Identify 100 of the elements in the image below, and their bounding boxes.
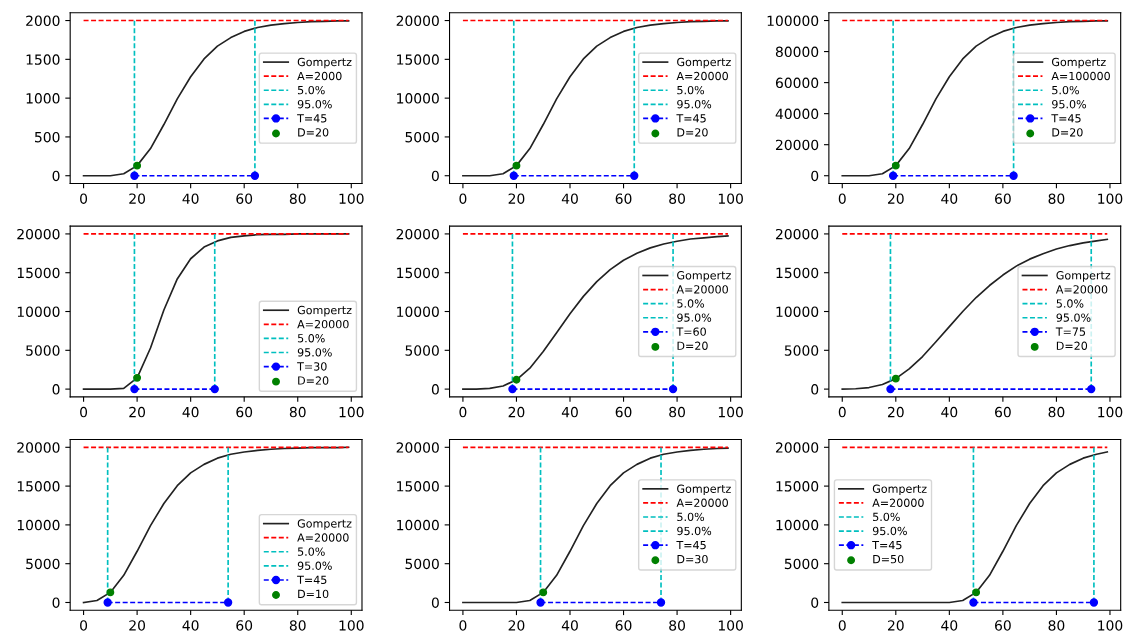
legend-label: T=60 bbox=[676, 327, 706, 336]
legend-label: A=100000 bbox=[1051, 71, 1110, 81]
x-tick-label: 100 bbox=[1098, 620, 1123, 631]
legend-label: T=75 bbox=[1055, 327, 1086, 336]
legend-label: Gompertz bbox=[1051, 57, 1106, 69]
y-tick-label: 15000 bbox=[776, 267, 819, 279]
legend-label: 95.0% bbox=[297, 348, 332, 357]
legend-label: A=20000 bbox=[297, 533, 349, 542]
x-tick-label: 0 bbox=[459, 193, 467, 204]
x-tick-label: 60 bbox=[995, 406, 1011, 418]
x-tick-label: 80 bbox=[669, 406, 685, 418]
legend-label: Gompertz bbox=[1056, 271, 1111, 282]
legend-label: A=20000 bbox=[676, 285, 728, 294]
y-tick-label: 5000 bbox=[405, 131, 439, 143]
x-tick-label: 100 bbox=[339, 406, 364, 418]
x-tick-label: 40 bbox=[941, 406, 958, 418]
legend-label: 5.0% bbox=[297, 547, 325, 556]
legend-label: 95.0% bbox=[677, 526, 712, 536]
legend-label: 5.0% bbox=[297, 85, 325, 95]
legend-label: Gompertz bbox=[677, 484, 731, 496]
x-tick-label: 0 bbox=[459, 406, 467, 418]
x-tick-label: 40 bbox=[182, 406, 199, 418]
legend-label: T=45 bbox=[676, 114, 706, 123]
legend-label: D=10 bbox=[298, 589, 329, 599]
legend-label: 5.0% bbox=[677, 85, 705, 95]
x-tick-label: 100 bbox=[718, 193, 743, 204]
x-tick-label: 60 bbox=[615, 406, 632, 418]
x-tick-label: 60 bbox=[236, 620, 253, 631]
y-tick-label: 0 bbox=[431, 597, 439, 608]
x-tick-label: 80 bbox=[1048, 193, 1065, 204]
legend-label: A=20000 bbox=[676, 71, 728, 81]
y-tick-label: 20000 bbox=[396, 442, 439, 453]
legend-label: 5.0% bbox=[677, 299, 705, 308]
x-tick-label: 80 bbox=[1048, 406, 1065, 418]
x-tick-label: 40 bbox=[561, 406, 578, 418]
y-tick-label: 5000 bbox=[26, 558, 60, 570]
legend-label: 5.0% bbox=[1056, 299, 1084, 308]
x-tick-label: 0 bbox=[80, 620, 88, 631]
y-tick-label: 15000 bbox=[17, 481, 60, 492]
x-tick-label: 20 bbox=[129, 620, 146, 631]
x-tick-label: 60 bbox=[615, 193, 632, 204]
y-tick-label: 1000 bbox=[26, 93, 60, 104]
legend-label: 95.0% bbox=[297, 561, 332, 570]
legend-label: D=30 bbox=[677, 554, 708, 564]
y-tick-label: 10000 bbox=[776, 306, 819, 317]
legend-label: Gompertz bbox=[297, 57, 352, 69]
legend-label: Gompertz bbox=[297, 519, 352, 530]
x-tick-label: 0 bbox=[80, 193, 88, 204]
y-tick-label: 20000 bbox=[17, 228, 60, 240]
y-tick-label: 0 bbox=[811, 597, 819, 608]
legend-label: D=20 bbox=[298, 128, 329, 137]
y-tick-label: 20000 bbox=[775, 139, 819, 151]
x-tick-label: 40 bbox=[941, 193, 958, 204]
y-tick-label: 20000 bbox=[17, 442, 60, 453]
legend-label: D=50 bbox=[873, 554, 904, 564]
y-tick-label: 15000 bbox=[397, 54, 439, 65]
x-tick-label: 40 bbox=[182, 193, 199, 204]
y-tick-label: 10000 bbox=[17, 519, 60, 531]
y-tick-label: 80000 bbox=[775, 46, 819, 58]
x-tick-label: 40 bbox=[561, 620, 578, 631]
legend-label: 95.0% bbox=[297, 99, 332, 109]
x-tick-label: 40 bbox=[941, 620, 958, 631]
x-tick-label: 40 bbox=[182, 620, 199, 631]
legend-label: A=20000 bbox=[676, 498, 728, 507]
x-tick-label: 20 bbox=[508, 406, 525, 418]
x-tick-label: 80 bbox=[669, 620, 685, 631]
legend-label: Gompertz bbox=[677, 57, 731, 69]
x-tick-label: 0 bbox=[838, 620, 846, 631]
y-tick-label: 5000 bbox=[26, 345, 60, 356]
legend-label: T=45 bbox=[1051, 114, 1081, 123]
legend-label: A=2000 bbox=[297, 71, 342, 81]
x-tick-label: 60 bbox=[995, 620, 1011, 631]
legend-label: 95.0% bbox=[872, 526, 907, 536]
y-tick-label: 15000 bbox=[397, 481, 439, 492]
legend-label: D=20 bbox=[677, 341, 708, 350]
x-tick-label: 80 bbox=[289, 620, 306, 631]
legend-label: D=20 bbox=[677, 128, 708, 137]
x-tick-label: 20 bbox=[508, 620, 525, 631]
y-tick-label: 60000 bbox=[775, 77, 819, 89]
y-tick-label: 0 bbox=[52, 170, 60, 182]
x-tick-label: 100 bbox=[339, 193, 364, 204]
x-tick-label: 0 bbox=[459, 620, 467, 631]
x-tick-label: 80 bbox=[289, 406, 306, 418]
legend-label: A=20000 bbox=[1055, 285, 1108, 294]
y-tick-label: 10000 bbox=[397, 519, 439, 531]
legend-label: D=20 bbox=[1056, 341, 1088, 350]
x-tick-label: 20 bbox=[887, 193, 904, 204]
legend-label: T=30 bbox=[297, 362, 327, 371]
line-series bbox=[462, 235, 729, 390]
y-tick-label: 15000 bbox=[776, 481, 819, 492]
legend-label: T=45 bbox=[676, 540, 706, 550]
y-tick-label: 10000 bbox=[397, 93, 439, 104]
legend-label: 5.0% bbox=[1052, 85, 1079, 95]
y-tick-label: 5000 bbox=[405, 558, 439, 570]
x-tick-label: 60 bbox=[615, 620, 632, 631]
y-tick-label: 5000 bbox=[784, 345, 819, 356]
x-tick-label: 80 bbox=[1048, 620, 1065, 631]
y-tick-label: 0 bbox=[811, 170, 819, 182]
x-tick-label: 20 bbox=[887, 406, 904, 418]
x-tick-label: 20 bbox=[129, 193, 146, 204]
